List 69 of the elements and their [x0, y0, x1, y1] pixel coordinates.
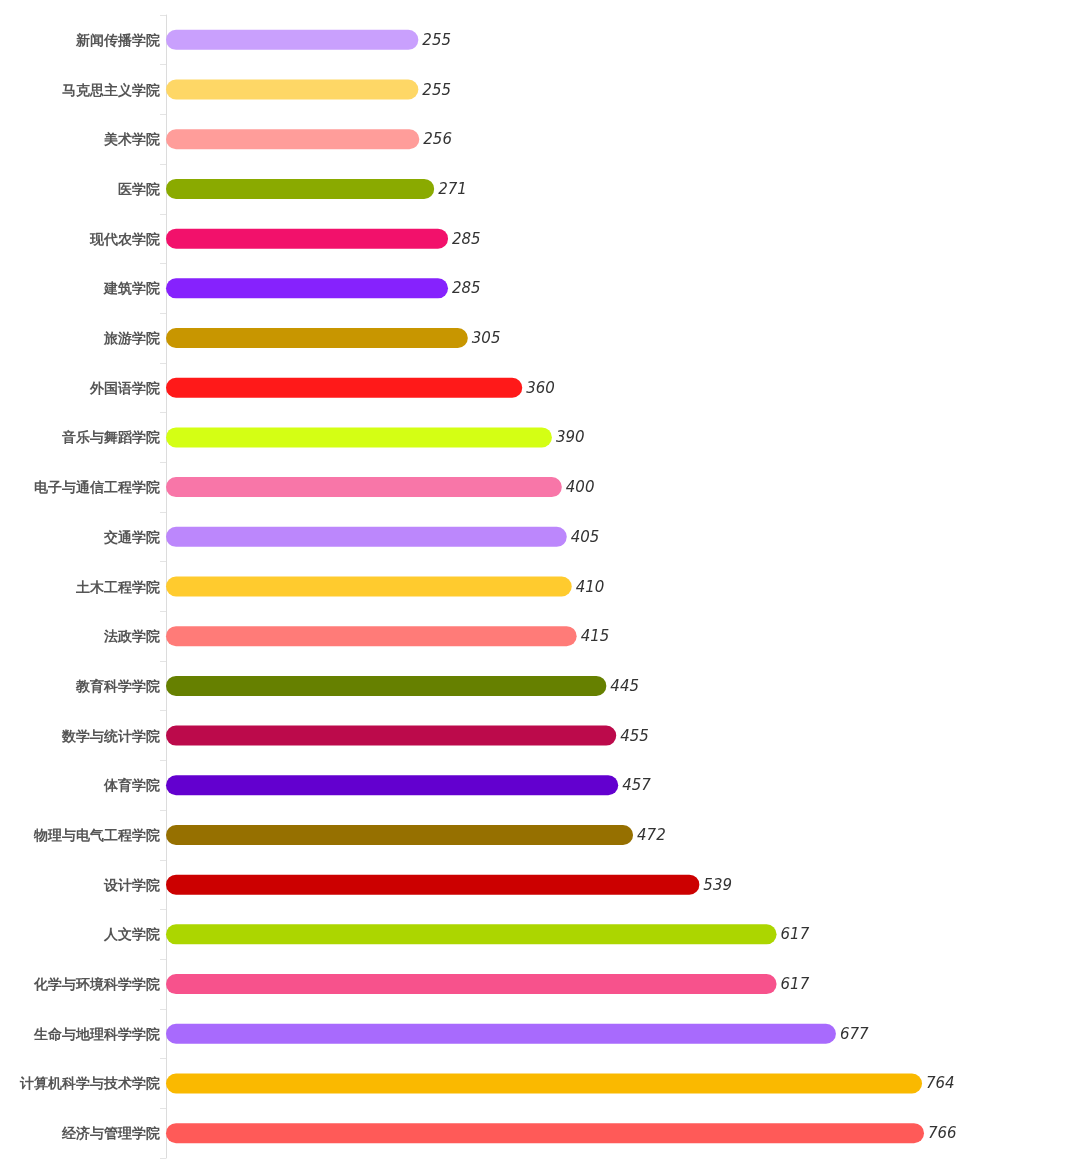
bar	[166, 675, 607, 696]
y-tick-label: 现代农学院	[89, 230, 160, 247]
y-tick-label: 土木工程学院	[75, 578, 160, 595]
data-label: 472	[637, 825, 666, 844]
bar	[166, 1123, 924, 1144]
bar	[166, 526, 567, 547]
bar	[166, 1023, 836, 1044]
data-label: 285	[452, 229, 481, 248]
bar	[166, 228, 449, 249]
bar	[166, 178, 435, 199]
y-tick-label: 音乐与舞蹈学院	[61, 429, 160, 446]
bar	[166, 824, 634, 845]
y-tick-label: 新闻传播学院	[75, 31, 160, 48]
bar	[166, 427, 552, 448]
y-tick-label: 外国语学院	[89, 379, 160, 396]
data-label: 400	[565, 478, 595, 497]
y-tick-label: 化学与环境科学学院	[33, 976, 160, 993]
data-label: 285	[452, 279, 481, 298]
bar	[166, 626, 577, 647]
y-tick-label: 交通学院	[103, 528, 160, 545]
y-tick-label: 计算机科学与技术学院	[19, 1075, 160, 1092]
bar	[166, 477, 562, 498]
y-tick-label: 设计学院	[103, 876, 160, 893]
bar	[166, 377, 523, 398]
bar	[166, 29, 419, 50]
y-tick-label: 美术学院	[103, 131, 160, 148]
y-tick-label: 建筑学院	[103, 280, 160, 297]
bar	[166, 576, 572, 597]
y-tick-label: 电子与通信工程学院	[34, 479, 160, 496]
data-label: 766	[928, 1124, 957, 1143]
data-label: 390	[555, 428, 585, 447]
bar	[166, 129, 420, 150]
data-label: 305	[471, 329, 501, 348]
data-label: 405	[570, 527, 600, 546]
bar	[166, 1073, 923, 1094]
bar	[166, 874, 700, 895]
data-label: 415	[580, 627, 610, 646]
data-label: 410	[575, 577, 605, 596]
data-label: 764	[926, 1074, 955, 1093]
data-label: 617	[780, 975, 810, 994]
y-tick-label: 数学与统计学院	[61, 727, 160, 744]
y-tick-label: 体育学院	[103, 777, 160, 794]
data-label: 271	[438, 179, 467, 198]
data-label: 677	[839, 1024, 870, 1043]
data-label: 256	[423, 130, 452, 149]
data-label: 255	[422, 80, 451, 99]
bar	[166, 278, 449, 299]
data-label: 539	[703, 875, 733, 894]
bar	[166, 974, 777, 995]
bar	[166, 924, 777, 945]
y-tick-label: 生命与地理科学学院	[33, 1025, 160, 1042]
bar	[166, 725, 617, 746]
data-label: 455	[620, 726, 649, 745]
y-tick-label: 人文学院	[103, 926, 160, 943]
bar	[166, 775, 619, 796]
y-tick-label: 马克思主义学院	[62, 81, 160, 98]
y-tick-label: 旅游学院	[103, 330, 160, 347]
y-tick-label: 教育科学学院	[75, 677, 160, 694]
y-tick-label: 法政学院	[103, 628, 160, 645]
data-label: 360	[526, 378, 555, 397]
y-tick-label: 物理与电气工程学院	[33, 826, 160, 843]
data-label: 445	[610, 676, 639, 695]
bar	[166, 328, 468, 349]
data-label: 255	[422, 30, 451, 49]
data-label: 617	[780, 925, 810, 944]
y-tick-label: 医学院	[118, 180, 160, 197]
bar	[166, 79, 419, 100]
data-label: 457	[622, 776, 652, 795]
y-tick-label: 经济与管理学院	[61, 1125, 160, 1142]
